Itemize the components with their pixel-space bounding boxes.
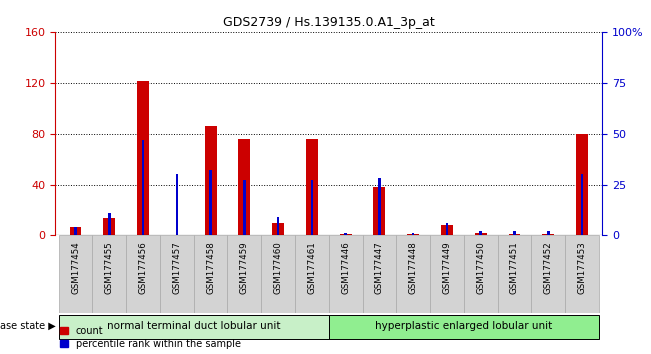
Text: GSM177453: GSM177453 [577, 242, 587, 295]
Bar [565, 235, 599, 313]
Bar [243, 181, 245, 235]
Bar [272, 223, 284, 235]
Bar [277, 217, 279, 235]
Bar [374, 187, 385, 235]
Bar [363, 235, 396, 313]
Bar [137, 81, 149, 235]
Bar [176, 175, 178, 235]
Text: GSM177457: GSM177457 [173, 242, 182, 295]
Bar [126, 235, 160, 313]
Bar [508, 234, 520, 235]
Bar [464, 235, 497, 313]
Bar [497, 235, 531, 313]
Bar [194, 235, 227, 313]
Bar [306, 139, 318, 235]
Bar [142, 140, 145, 235]
Bar [92, 235, 126, 313]
Text: disease state ▶: disease state ▶ [0, 321, 56, 331]
Bar [227, 235, 261, 313]
Text: GSM177460: GSM177460 [273, 242, 283, 295]
Bar [340, 234, 352, 235]
Bar [441, 225, 453, 235]
Title: GDS2739 / Hs.139135.0.A1_3p_at: GDS2739 / Hs.139135.0.A1_3p_at [223, 16, 435, 29]
Text: GSM177456: GSM177456 [139, 242, 148, 295]
Text: GSM177461: GSM177461 [307, 242, 316, 295]
Bar [295, 235, 329, 313]
Bar [204, 126, 217, 235]
Text: GSM177459: GSM177459 [240, 242, 249, 294]
Text: normal terminal duct lobular unit: normal terminal duct lobular unit [107, 321, 281, 331]
Bar [479, 232, 482, 235]
Text: GSM177455: GSM177455 [105, 242, 114, 295]
Bar [378, 178, 381, 235]
Bar [70, 227, 81, 235]
Bar [329, 315, 599, 338]
Bar [74, 227, 77, 235]
Bar [475, 233, 486, 235]
Text: GSM177449: GSM177449 [443, 242, 451, 294]
Bar [445, 223, 449, 235]
Text: hyperplastic enlarged lobular unit: hyperplastic enlarged lobular unit [375, 321, 553, 331]
Bar [531, 235, 565, 313]
Bar [104, 218, 115, 235]
Bar [311, 181, 313, 235]
Text: GSM177448: GSM177448 [409, 242, 418, 295]
Bar [396, 235, 430, 313]
Bar [542, 234, 554, 235]
Bar [513, 232, 516, 235]
Bar [576, 133, 588, 235]
Bar [430, 235, 464, 313]
Bar [261, 235, 295, 313]
Text: GSM177458: GSM177458 [206, 242, 215, 295]
Bar [238, 139, 250, 235]
Bar [547, 232, 549, 235]
Text: GSM177452: GSM177452 [544, 242, 553, 295]
Text: GSM177451: GSM177451 [510, 242, 519, 295]
Bar [108, 213, 111, 235]
Bar [329, 235, 363, 313]
Bar [344, 233, 347, 235]
Bar [59, 235, 92, 313]
Text: GSM177447: GSM177447 [375, 242, 384, 295]
Text: GSM177454: GSM177454 [71, 242, 80, 295]
Legend: count, percentile rank within the sample: count, percentile rank within the sample [60, 326, 241, 349]
Bar [581, 175, 583, 235]
Text: GSM177446: GSM177446 [341, 242, 350, 295]
Bar [59, 315, 329, 338]
Bar [412, 233, 415, 235]
Bar [408, 234, 419, 235]
Bar [160, 235, 194, 313]
Bar [209, 170, 212, 235]
Text: GSM177450: GSM177450 [476, 242, 485, 295]
